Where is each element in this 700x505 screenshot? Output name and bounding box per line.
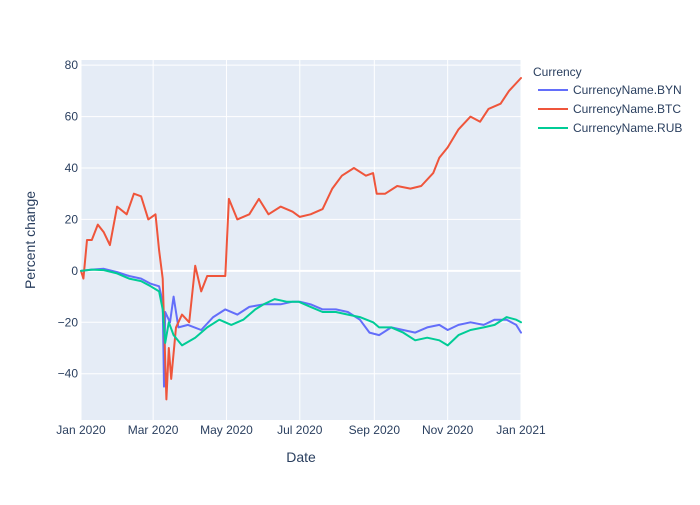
x-tick-label: Jan 2020 — [56, 423, 106, 437]
y-tick-labels: −40 −20 0 20 40 60 80 — [58, 58, 79, 381]
y-tick-label: 60 — [65, 110, 79, 124]
y-tick-label: 40 — [65, 161, 79, 175]
plot-background — [81, 60, 521, 420]
x-axis-title: Date — [286, 449, 316, 465]
y-axis-title: Percent change — [22, 191, 38, 289]
x-tick-label: May 2020 — [200, 423, 253, 437]
y-tick-label: 0 — [71, 264, 78, 278]
y-tick-label: −20 — [58, 315, 79, 329]
grid-layer — [80, 60, 522, 420]
legend-label-byn: CurrencyName.BYN — [573, 83, 682, 97]
x-tick-label: Mar 2020 — [128, 423, 179, 437]
legend-label-rub: CurrencyName.RUB — [573, 121, 682, 135]
x-tick-label: Jan 2021 — [496, 423, 546, 437]
x-tick-label: Sep 2020 — [349, 423, 401, 437]
series-layer — [80, 77, 522, 401]
series-line-rub — [80, 268, 522, 347]
y-tick-label: −40 — [58, 367, 79, 381]
y-tick-label: 20 — [65, 212, 79, 226]
x-tick-labels: Jan 2020 Mar 2020 May 2020 Jul 2020 Sep 2020… — [56, 423, 546, 437]
y-tick-label: 80 — [65, 58, 79, 72]
x-tick-label: Jul 2020 — [277, 423, 323, 437]
legend-title: Currency — [533, 65, 582, 79]
legend-label-btc: CurrencyName.BTC — [573, 102, 681, 116]
x-tick-label: Nov 2020 — [422, 423, 474, 437]
series-line-btc — [80, 77, 522, 401]
legend: Currency CurrencyName.BYN CurrencyName.BT… — [533, 65, 682, 135]
series-line-byn — [80, 267, 522, 388]
